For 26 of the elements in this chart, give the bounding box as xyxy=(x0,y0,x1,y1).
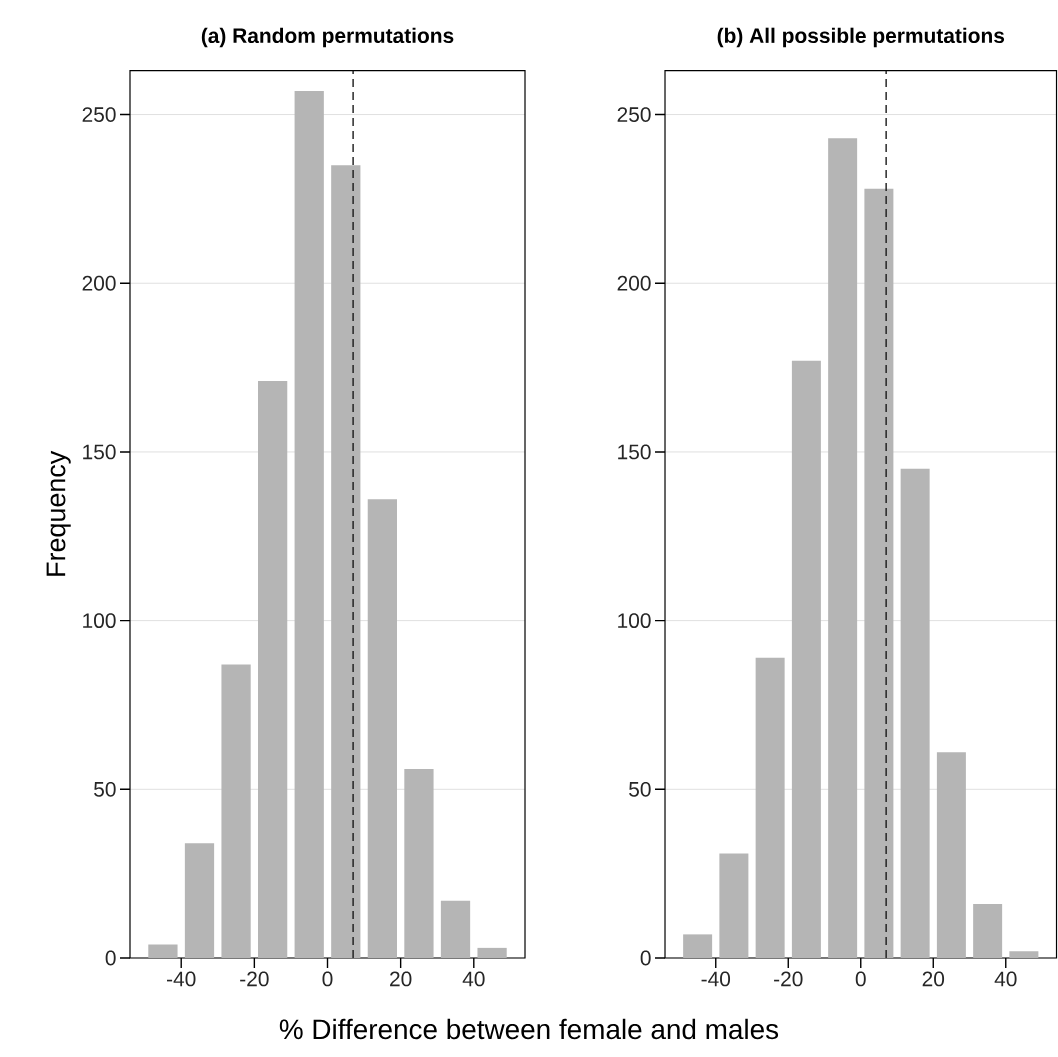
x-tick-label: -40 xyxy=(701,971,731,987)
y-tick-label: 50 xyxy=(629,781,651,797)
y-tick-label: 250 xyxy=(617,107,651,122)
y-tick-label: 200 xyxy=(617,275,651,291)
chart-title: (a) Random permutations xyxy=(201,27,454,48)
y-tick-label: 100 xyxy=(83,613,116,629)
y-tick-label: 150 xyxy=(618,444,651,460)
y-axis-title: Frequency xyxy=(46,450,71,576)
x-tick-label: -20 xyxy=(774,971,803,987)
y-tick-label: 0 xyxy=(640,950,651,966)
x-tick-label: 0 xyxy=(855,971,866,987)
y-tick-label: 100 xyxy=(618,613,651,629)
x-tick-label: 40 xyxy=(994,971,1017,987)
x-tick-label: 20 xyxy=(390,971,412,987)
y-tick-label: 50 xyxy=(94,781,116,797)
x-axis-title: % Difference between female and males xyxy=(279,1018,779,1040)
y-tick-label: 150 xyxy=(83,444,116,460)
x-tick-label: 40 xyxy=(462,971,485,987)
x-tick-label: 0 xyxy=(322,971,333,987)
x-tick-label: -20 xyxy=(240,971,269,987)
x-tick-label: -40 xyxy=(167,971,196,987)
y-tick-label: 250 xyxy=(82,107,116,122)
y-tick-label: 200 xyxy=(82,275,116,291)
y-tick-label: 0 xyxy=(105,950,116,966)
x-tick-label: 20 xyxy=(922,971,945,987)
chart-title: (b) All possible permutations xyxy=(717,27,1005,48)
